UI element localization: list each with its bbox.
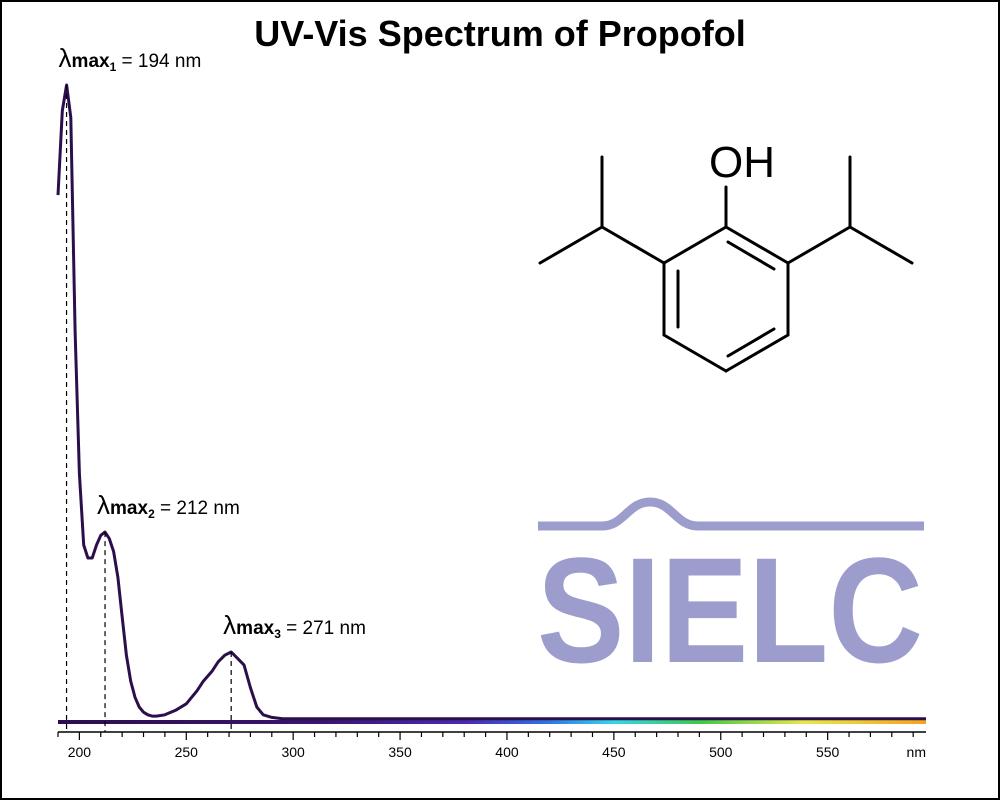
isopropyl-bond xyxy=(600,225,666,265)
sielc-logo: SIELC xyxy=(537,497,924,694)
peak-annotations: λmax1 = 194 nm λmax2 = 212 nm λmax3 = 271 … xyxy=(59,43,366,732)
series-line xyxy=(56,83,926,721)
x-tick-label: 450 xyxy=(602,744,626,760)
isopropyl-bond xyxy=(538,225,604,265)
ring-double-bond xyxy=(726,240,776,271)
logo-wave-line xyxy=(538,497,924,531)
isopropyl-bond xyxy=(848,225,914,265)
x-axis: 200 250 300 350 400 450 500 550 xyxy=(57,731,926,760)
peak-label: λmax2 = 212 nm xyxy=(97,490,240,521)
x-tick-label: 350 xyxy=(388,744,412,760)
x-axis-unit-label: nm xyxy=(907,744,926,760)
x-tick-label: 550 xyxy=(816,744,840,760)
ring-bond xyxy=(724,225,790,265)
peak-label: λmax3 = 271 nm xyxy=(223,610,366,641)
hydroxyl-label: OH xyxy=(709,138,775,187)
x-tick-label: 500 xyxy=(709,744,733,760)
logo-text: SIELC xyxy=(537,526,923,694)
ring-bond xyxy=(662,333,728,373)
x-tick-label: 300 xyxy=(281,744,305,760)
chart-title: UV-Vis Spectrum of Propofol xyxy=(254,13,745,54)
x-tick-label: 200 xyxy=(68,744,92,760)
x-tick-label: 400 xyxy=(495,744,519,760)
peak-label: λmax1 = 194 nm xyxy=(59,43,202,74)
ring-bond xyxy=(662,225,728,265)
isopropyl-bond xyxy=(786,225,852,265)
propofol-structure xyxy=(538,155,914,373)
ring-bond xyxy=(724,333,790,373)
spectrum-color-bar xyxy=(58,720,926,724)
x-tick-label: 250 xyxy=(175,744,199,760)
ring-double-bond xyxy=(726,327,776,358)
